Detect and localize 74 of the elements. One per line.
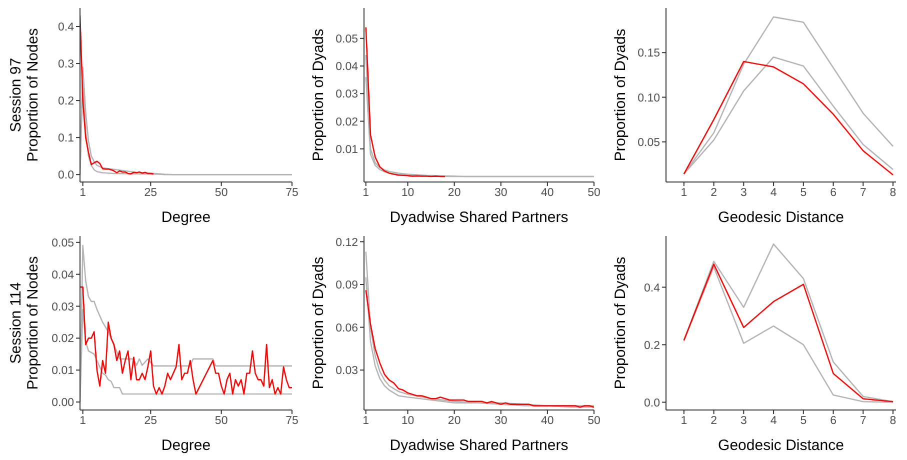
x-tick-label: 20 — [448, 415, 461, 428]
y-tick-label: 0.05 — [638, 136, 660, 149]
y-tick-label: 0.00 — [52, 397, 74, 410]
x-tick-label: 1 — [362, 187, 370, 200]
y-tick-label: 0.4 — [58, 22, 75, 34]
y-tick-label: 0.04 — [336, 61, 359, 74]
x-tick-label: 20 — [448, 187, 461, 200]
y-tick-label: 0.05 — [52, 237, 74, 250]
x-tick-label: 1 — [680, 187, 688, 200]
y-tick-label: 0.1 — [58, 132, 74, 145]
x-tick-label: 2 — [710, 415, 717, 428]
x-tick-label: 8 — [890, 187, 896, 200]
x-tick-label: 3 — [740, 187, 747, 200]
y-tick-label: 0.01 — [336, 144, 358, 156]
y-tick-label: 0.15 — [638, 48, 660, 60]
y-tick-label: 0.02 — [52, 333, 74, 346]
x-tick-label: 50 — [588, 415, 600, 428]
y-tick-label: 0.09 — [336, 280, 358, 292]
x-axis-title: Geodesic Distance — [718, 437, 844, 454]
y-tick-label: 0.03 — [336, 365, 358, 378]
x-tick-label: 1 — [362, 415, 370, 428]
y-axis-title: Proportion of Dyads — [310, 28, 327, 162]
y-axis-title: Session 114 Proportion of Nodes — [8, 256, 42, 390]
x-tick-label: 40 — [541, 187, 554, 200]
x-tick-label: 1 — [680, 415, 688, 428]
x-tick-label: 30 — [494, 415, 508, 428]
x-tick-label: 50 — [588, 187, 600, 200]
x-tick-label: 7 — [860, 415, 866, 428]
y-tick-label: 0.01 — [52, 365, 74, 378]
x-tick-label: 5 — [800, 415, 807, 428]
y-tick-label: 0.12 — [336, 236, 358, 249]
x-tick-label: 5 — [800, 187, 807, 200]
x-tick-label: 1 — [80, 415, 86, 428]
x-tick-label: 4 — [770, 187, 778, 200]
y-tick-label: 0.03 — [52, 301, 74, 314]
x-tick-label: 75 — [286, 415, 298, 428]
x-tick-label: 50 — [214, 187, 228, 200]
x-axis-title: Degree — [161, 209, 211, 226]
x-tick-label: 4 — [770, 415, 778, 428]
y-tick-label: 0.06 — [336, 322, 358, 334]
y-tick-label: 0.04 — [52, 269, 75, 282]
y-tick-label: 0.0 — [58, 170, 74, 182]
y-tick-label: 0.05 — [336, 33, 358, 46]
x-tick-label: 1 — [80, 187, 86, 200]
x-axis-title: Dyadwise Shared Partners — [390, 437, 568, 454]
x-tick-label: 10 — [401, 187, 414, 200]
x-tick-label: 40 — [541, 415, 554, 428]
y-axis-title: Session 97 Proportion of Nodes — [8, 28, 42, 162]
y-axis-title: Proportion of Dyads — [612, 28, 629, 162]
x-tick-label: 75 — [286, 187, 298, 200]
y-tick-label: 0.2 — [58, 96, 74, 108]
y-tick-label: 0.3 — [58, 58, 74, 71]
x-tick-label: 6 — [830, 415, 836, 428]
x-tick-label: 6 — [830, 187, 836, 200]
y-axis-title: Proportion of Dyads — [612, 256, 629, 390]
x-tick-label: 25 — [144, 415, 158, 428]
x-tick-label: 2 — [710, 187, 717, 200]
y-tick-label: 0.02 — [336, 116, 358, 128]
x-axis-title: Dyadwise Shared Partners — [390, 209, 568, 226]
x-tick-label: 30 — [494, 187, 508, 200]
x-axis-title: Geodesic Distance — [718, 209, 844, 226]
y-tick-label: 0.2 — [644, 340, 660, 352]
y-tick-label: 0.0 — [644, 397, 660, 410]
y-tick-label: 0.10 — [638, 92, 660, 104]
x-tick-label: 3 — [740, 415, 747, 428]
x-tick-label: 8 — [890, 415, 896, 428]
y-axis-title: Proportion of Dyads — [310, 256, 327, 390]
y-tick-label: 0.03 — [336, 88, 358, 101]
x-axis-title: Degree — [161, 437, 211, 454]
y-tick-label: 0.4 — [644, 282, 661, 294]
x-tick-label: 7 — [860, 187, 866, 200]
x-tick-label: 25 — [144, 187, 158, 200]
x-tick-label: 10 — [401, 415, 414, 428]
x-tick-label: 50 — [214, 415, 228, 428]
